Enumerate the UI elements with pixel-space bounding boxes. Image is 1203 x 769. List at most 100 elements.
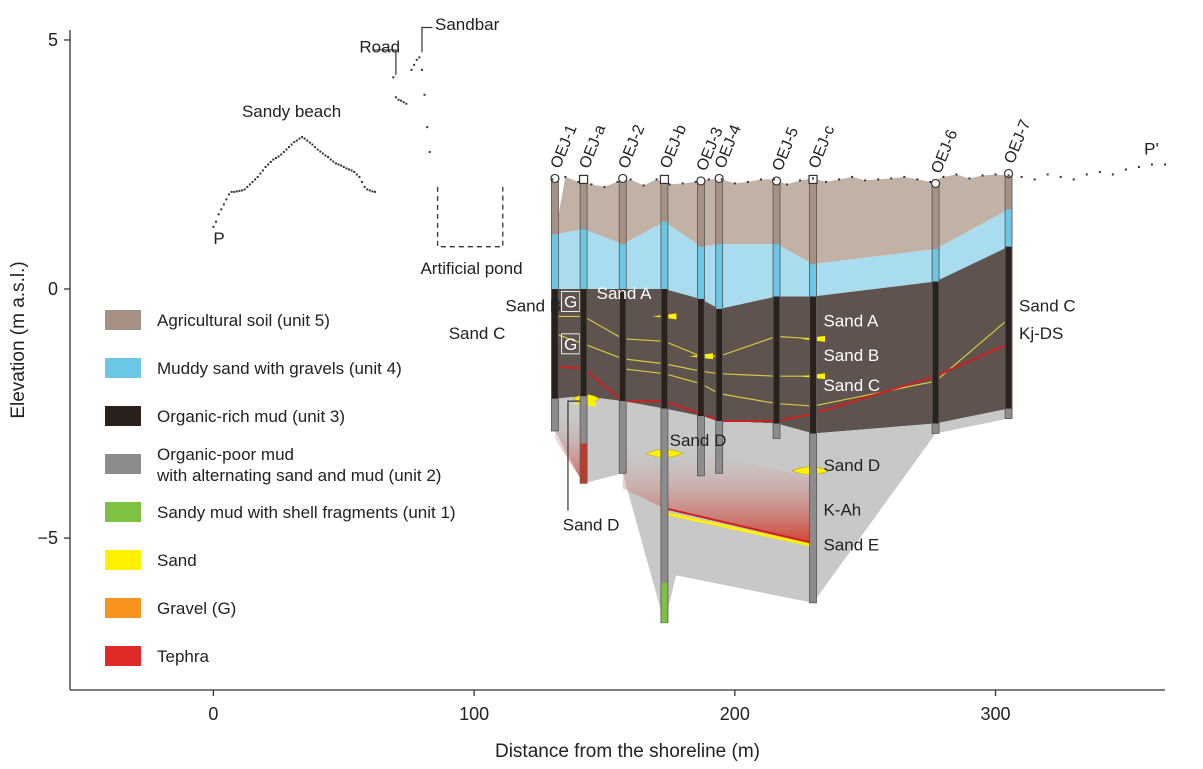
profile-point <box>890 177 893 180</box>
profile-point <box>306 139 309 142</box>
profile-point <box>246 185 249 188</box>
profile-point <box>1046 173 1049 176</box>
profile-point <box>577 180 580 183</box>
legend-label: Organic-rich mud (unit 3) <box>157 407 345 426</box>
profile-point <box>903 175 906 178</box>
borehole-label: OEJ-a <box>577 122 610 171</box>
profile-point <box>426 126 429 129</box>
profile-point <box>423 93 426 96</box>
profile-point <box>968 177 971 180</box>
profile-point <box>1164 163 1166 166</box>
profile-point <box>267 163 270 166</box>
borehole-section <box>932 249 939 282</box>
profile-point <box>394 96 397 99</box>
legend-swatch <box>105 310 141 330</box>
profile-point <box>259 172 262 175</box>
profile-point <box>217 213 220 216</box>
profile-point <box>337 163 340 166</box>
annotation-label: Sand B <box>505 296 561 315</box>
profile-point <box>248 183 251 186</box>
profile-point <box>301 136 304 139</box>
profile-point <box>230 190 233 193</box>
legend-item: Gravel (G) <box>105 598 236 618</box>
profile-point <box>277 155 280 158</box>
profile-point <box>629 178 632 181</box>
profile-point <box>1072 178 1075 181</box>
sand-line <box>664 511 814 548</box>
profile-point <box>772 178 775 181</box>
annotation-label: Kj-DS <box>1019 324 1063 343</box>
profile-point <box>295 139 298 142</box>
profile-point <box>877 178 880 181</box>
profile-point <box>233 190 236 193</box>
annotation-label: Sand D <box>563 516 620 535</box>
y-tick-label: 0 <box>48 279 58 299</box>
profile-point <box>358 175 361 178</box>
profile-point <box>220 208 223 211</box>
annotation-label: Sandy beach <box>242 102 341 121</box>
profile-point <box>347 168 350 171</box>
borehole-section <box>551 179 558 235</box>
profile-point <box>616 180 619 183</box>
annotation-label: Sand E <box>823 536 879 555</box>
profile-point <box>261 169 264 172</box>
borehole-section <box>661 221 668 290</box>
profile-point <box>851 175 854 178</box>
borehole-section <box>716 308 723 422</box>
profile-point <box>374 190 377 193</box>
profile-point <box>340 164 343 167</box>
y-tick-label: −5 <box>37 528 58 548</box>
annotation-label: Sand B <box>823 346 879 365</box>
gravel-label: G <box>564 292 577 311</box>
profile-point <box>355 173 358 176</box>
annotation-label: Sand C <box>823 376 880 395</box>
annotation-label: K-Ah <box>823 501 861 520</box>
borehole-marker <box>1003 168 1014 179</box>
profile-point <box>314 146 317 149</box>
profile-point <box>238 189 241 192</box>
borehole-label: OEJ-6 <box>929 127 962 176</box>
annotation-label: Sand C <box>1019 296 1076 315</box>
profile-point <box>222 203 225 206</box>
profile-point <box>590 183 593 186</box>
profile-point <box>316 148 319 151</box>
profile-point <box>746 180 749 183</box>
annotation-label: P' <box>1144 140 1159 159</box>
profile-point <box>694 180 697 183</box>
profile-point <box>321 152 324 155</box>
annotations: P Sandy beach Road Sandbar Artificial pond P'… <box>213 15 1158 555</box>
profile-point <box>235 190 238 193</box>
borehole-marker <box>579 174 589 185</box>
annotation-label: Sandbar <box>435 15 500 34</box>
profile-point <box>655 178 658 181</box>
profile-point <box>241 189 244 192</box>
profile-point <box>1033 178 1036 181</box>
borehole-section <box>1005 246 1012 409</box>
profile-point <box>812 177 815 180</box>
borehole-section <box>773 296 780 424</box>
y-tick-label: 5 <box>48 30 58 50</box>
profile-point <box>319 150 322 153</box>
gravel-box <box>561 333 581 355</box>
legend-item: Muddy sand with gravels (unit 4) <box>105 358 402 378</box>
profile-point <box>405 102 408 105</box>
unit-area-3 <box>554 246 1009 434</box>
borehole-section <box>716 179 723 245</box>
profile-point <box>251 180 254 183</box>
profile-point <box>264 165 267 168</box>
borehole-section <box>551 234 558 290</box>
borehole-label: OEJ-2 <box>616 122 649 171</box>
legend-label: Gravel (G) <box>157 599 236 618</box>
legend-swatch <box>105 454 141 474</box>
profile-point <box>707 178 710 181</box>
legend-swatch <box>105 502 141 522</box>
borehole-section <box>697 181 704 247</box>
borehole-section <box>661 582 668 623</box>
profile-point <box>402 101 405 104</box>
profile-point <box>290 143 293 146</box>
profile-point <box>759 178 762 181</box>
profile-point <box>418 56 421 59</box>
topographic-profile <box>212 26 1166 248</box>
borehole-section <box>661 289 668 409</box>
profile-point <box>392 76 395 79</box>
